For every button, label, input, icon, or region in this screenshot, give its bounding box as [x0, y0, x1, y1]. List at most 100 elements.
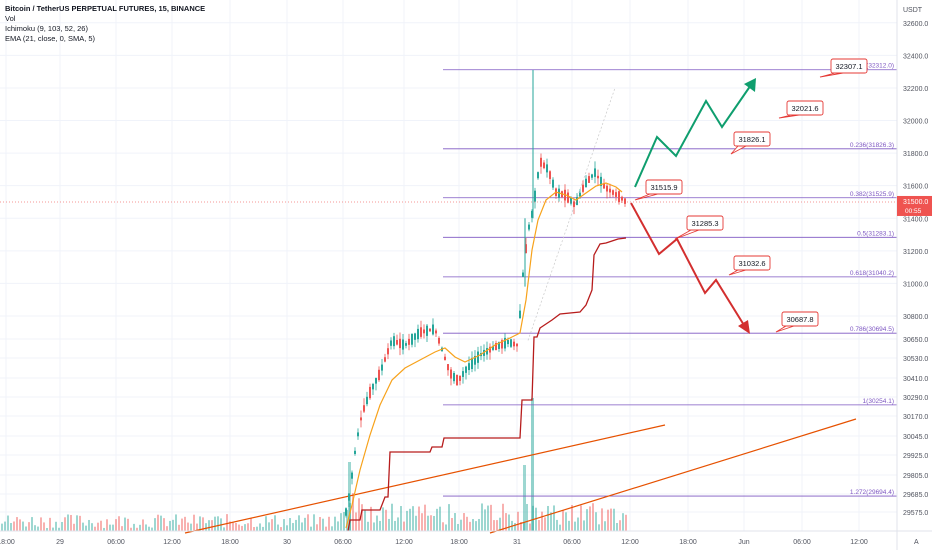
trend-line-upper	[184, 424, 666, 534]
volume-bar	[76, 515, 78, 531]
candle-body	[354, 450, 356, 454]
candlesticks	[345, 70, 626, 518]
candle-body	[504, 337, 506, 349]
callout-pointer	[728, 269, 747, 276]
callout-box	[786, 100, 824, 116]
volume-bar	[358, 498, 360, 531]
volume-bar	[16, 517, 18, 531]
volume-bar	[301, 522, 303, 531]
volume-bar	[304, 517, 306, 531]
volume-bar	[7, 515, 9, 531]
candle-body	[582, 184, 584, 192]
volume-bar	[586, 509, 588, 531]
volume-bar	[409, 508, 411, 531]
volume-bar	[388, 518, 390, 531]
volume-bar	[151, 527, 153, 531]
candle-body	[516, 343, 518, 347]
volume-bar	[523, 522, 525, 531]
volume-bar	[385, 509, 387, 531]
callout-box	[733, 131, 771, 147]
volume-bar	[31, 517, 33, 531]
candle-body	[603, 183, 605, 189]
candle-body	[357, 432, 359, 437]
candle-body	[348, 493, 350, 501]
volume-bar	[238, 524, 240, 531]
volume-bar	[94, 526, 96, 531]
volume-bar	[289, 518, 291, 531]
y-tick-label: 29925.0	[903, 453, 928, 460]
volume-bar	[619, 520, 621, 531]
volume-bar	[382, 507, 384, 531]
indicator-ichimoku[interactable]: Ichimoku (9, 103, 52, 26)	[5, 24, 88, 33]
volume-bar	[115, 519, 117, 531]
volume-bar	[604, 521, 606, 531]
volume-bar	[595, 512, 597, 531]
volume-bar	[520, 521, 522, 531]
candle-body	[501, 340, 503, 349]
trend-line-lower	[489, 418, 857, 534]
volume-bar	[211, 520, 213, 531]
y-tick-label: 31200.0	[903, 249, 928, 256]
candle-body	[435, 330, 437, 334]
volume-bar	[502, 503, 504, 531]
volume-bar	[205, 523, 207, 531]
volume-bar	[22, 521, 24, 531]
volume-bar	[544, 517, 546, 531]
volume-bar	[484, 509, 486, 531]
volume-bar	[373, 522, 375, 531]
volume-bar	[361, 504, 363, 531]
volume-bar	[175, 514, 177, 531]
volume-bar	[52, 527, 54, 531]
volume-bar	[127, 518, 129, 531]
volume-bar	[589, 506, 591, 531]
callout-pointer	[819, 72, 844, 78]
candle-body	[429, 328, 431, 332]
volume-bar	[145, 524, 147, 531]
indicator-ema[interactable]: EMA (21, close, 0, SMA, 5)	[5, 34, 96, 43]
fib-level-label: 0.382(31525.9)	[850, 191, 894, 198]
candle-body	[525, 244, 527, 254]
currency-label: USDT	[903, 7, 923, 14]
volume-bar	[292, 523, 294, 531]
y-tick-label: 29805.0	[903, 473, 928, 480]
volume-bar	[241, 525, 243, 531]
x-tick-label: 12:00	[395, 539, 413, 546]
volume-bar	[472, 519, 474, 531]
callout-label: 31032.6	[738, 259, 765, 268]
indicator-vol[interactable]: Vol	[5, 14, 16, 23]
volume-bar	[343, 511, 345, 531]
projection-up-path	[634, 81, 754, 188]
volume-bar	[328, 516, 330, 531]
candle-body	[432, 324, 434, 335]
volume-bar	[499, 517, 501, 531]
volume-bar	[34, 525, 36, 531]
volume-bar	[400, 506, 402, 531]
candle-body	[546, 164, 548, 173]
volume-bar	[136, 527, 138, 531]
volume-bar	[514, 523, 516, 531]
volume-bar	[616, 522, 618, 531]
volume-bar	[100, 520, 102, 531]
volume-bar	[280, 527, 282, 531]
candle-body	[537, 172, 539, 179]
time-axis: 18:00 29 06:00 12:00 18:00 30 06:00 12:00 18:00 3…	[0, 530, 932, 546]
callout-box	[781, 311, 819, 327]
volume-bar	[556, 519, 558, 531]
candle-body	[528, 224, 530, 230]
volume-bar	[169, 520, 171, 531]
callout-pointer	[775, 325, 795, 333]
volume-bar	[28, 522, 30, 531]
volume-bar	[529, 523, 531, 531]
symbol-title[interactable]: Bitcoin / TetherUS PERPETUAL FUTURES, 15…	[5, 4, 206, 13]
projection-paths	[630, 78, 756, 334]
volume-bar	[571, 505, 573, 531]
volume-bar	[244, 524, 246, 531]
volume-bar	[547, 505, 549, 531]
candle-body	[618, 191, 620, 203]
price-callouts: 32307.1 32021.6 31826.1 31515.9 31285.3 31032…	[634, 58, 868, 333]
grid	[0, 0, 897, 531]
y-tick-label: 30530.0	[903, 356, 928, 363]
volume-bar	[223, 527, 225, 531]
ema-line	[345, 182, 623, 529]
